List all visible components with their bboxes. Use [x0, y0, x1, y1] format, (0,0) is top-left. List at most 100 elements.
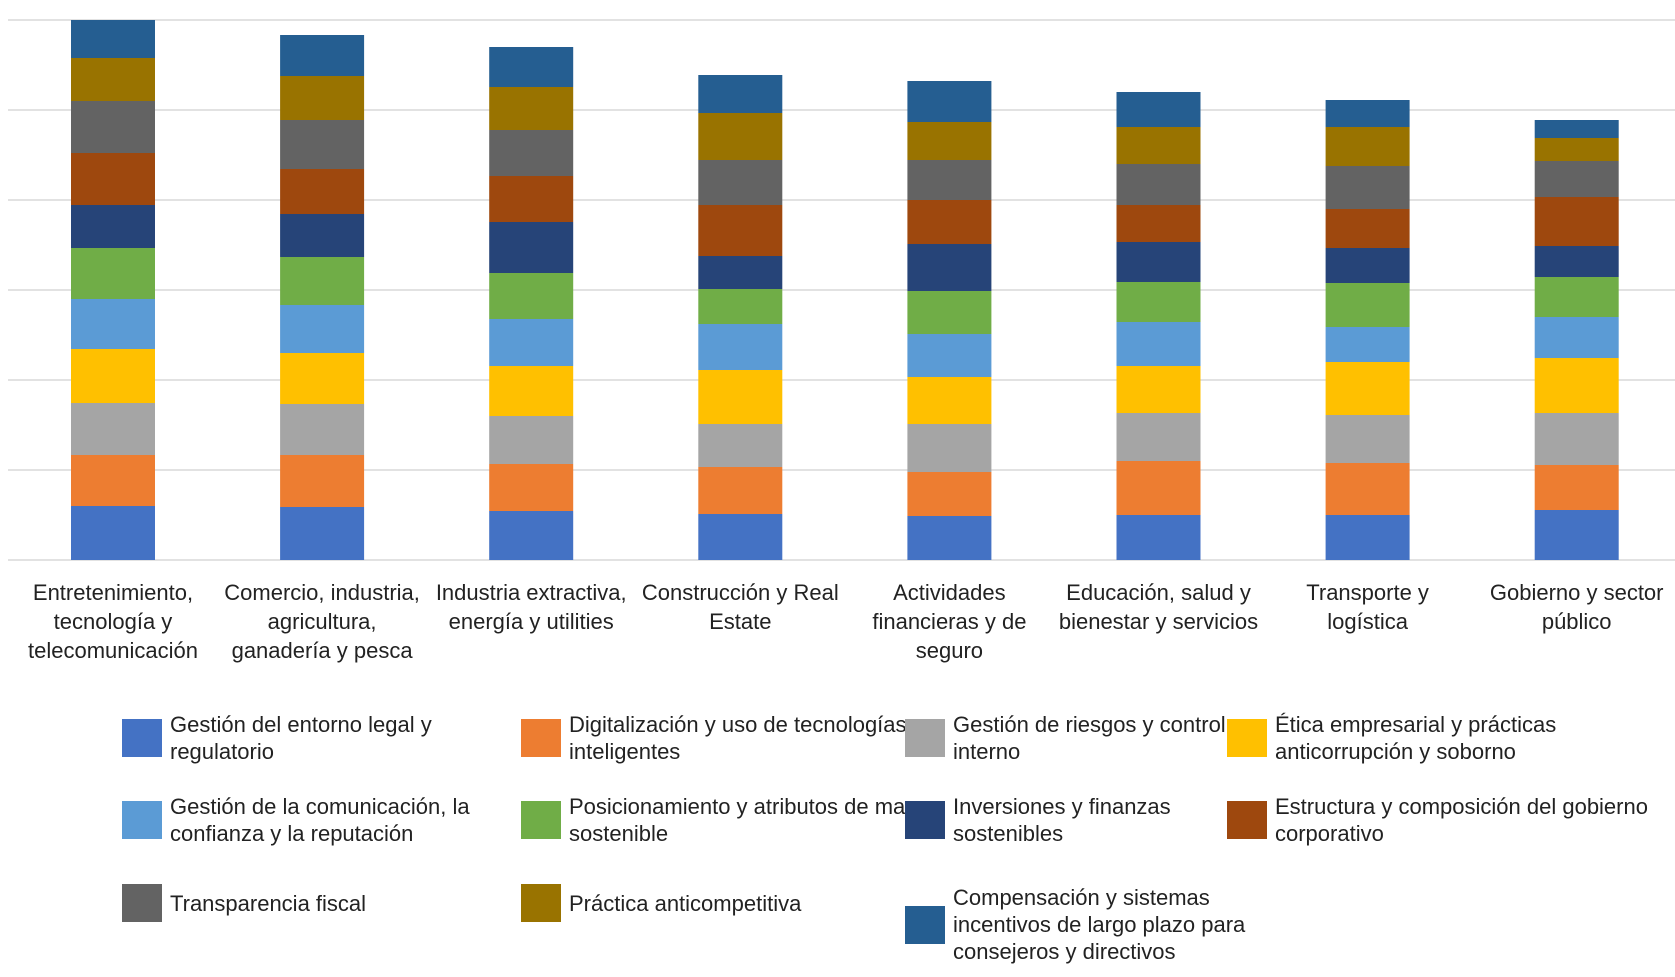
- bar-segment-cat6-series5: [1325, 283, 1410, 327]
- bar-segment-cat4-series9: [907, 122, 992, 160]
- bar-segment-cat0-series8: [71, 101, 155, 153]
- bar-stacks: [71, 20, 1619, 560]
- bar-segment-cat6-series2: [1325, 415, 1410, 463]
- bar-segment-cat1-series9: [280, 76, 365, 120]
- legend-swatch-0: [122, 719, 162, 757]
- bar-segment-cat0-series2: [71, 403, 155, 455]
- legend-item-4: Gestión de la comunicación, la confianza…: [122, 793, 530, 847]
- legend-swatch-6: [905, 801, 945, 839]
- bar-segment-cat5-series7: [1116, 205, 1201, 242]
- bar-segment-cat4-series8: [907, 160, 992, 200]
- bar-segment-cat6-series3: [1325, 362, 1410, 415]
- bar-segment-cat7-series5: [1534, 277, 1619, 317]
- bar-segment-cat5-series2: [1116, 413, 1201, 461]
- legend-item-5: Posicionamiento y atributos de marca sos…: [521, 793, 939, 847]
- bar-segment-cat6-series1: [1325, 463, 1410, 515]
- bar-segment-cat5-series5: [1116, 282, 1201, 322]
- bar-segment-cat6-series9: [1325, 127, 1410, 166]
- bar-segment-cat7-series0: [1534, 510, 1619, 560]
- bar-segment-cat7-series9: [1534, 138, 1619, 161]
- bar-segment-cat2-series1: [489, 464, 574, 511]
- bar-segment-cat6-series6: [1325, 248, 1410, 283]
- bar-segment-cat5-series8: [1116, 164, 1201, 205]
- legend-item-6: Inversiones y finanzas sostenibles: [905, 793, 1253, 847]
- bar-segment-cat0-series3: [71, 349, 155, 403]
- legend-label-6: Inversiones y finanzas sostenibles: [953, 794, 1171, 846]
- bar-segment-cat7-series6: [1534, 246, 1619, 277]
- legend-item-2: Gestión de riesgos y control interno: [905, 711, 1253, 765]
- bar-segment-cat7-series4: [1534, 317, 1619, 358]
- x-tick-label-1: Comercio, industria, agricultura, ganade…: [224, 580, 420, 663]
- bar-segment-cat0-series1: [71, 455, 155, 506]
- bar-segment-cat5-series4: [1116, 322, 1201, 366]
- bar-segment-cat3-series2: [698, 424, 783, 467]
- bar-segment-cat2-series3: [489, 366, 574, 416]
- legend-item-3: Ética empresarial y prácticas anticorrup…: [1227, 711, 1675, 765]
- bar-segment-cat6-series0: [1325, 515, 1410, 560]
- bar-segment-cat3-series3: [698, 370, 783, 424]
- x-tick-label-2: Industria extractiva, energía y utilitie…: [435, 580, 627, 634]
- legend-item-9: Práctica anticompetitiva: [521, 884, 939, 922]
- bar-segment-cat6-series7: [1325, 209, 1410, 248]
- legend-label-1: Digitalización y uso de tecnologías inte…: [569, 712, 907, 764]
- bar-segment-cat2-series7: [489, 176, 574, 222]
- bar-segment-cat1-series4: [280, 305, 365, 353]
- bar-segment-cat1-series6: [280, 214, 365, 257]
- bar-segment-cat4-series6: [907, 244, 992, 291]
- bar-segment-cat7-series8: [1534, 161, 1619, 197]
- bar-segment-cat4-series1: [907, 472, 992, 516]
- bar-segment-cat2-series10: [489, 47, 574, 87]
- legend-swatch-3: [1227, 719, 1267, 757]
- bar-segment-cat5-series1: [1116, 461, 1201, 515]
- bar-segment-cat3-series8: [698, 160, 783, 205]
- bar-segment-cat2-series9: [489, 87, 574, 130]
- x-tick-label-5: Educación, salud y bienestar y servicios: [1058, 580, 1259, 634]
- x-tick-label-7: Gobierno y sector público: [1489, 580, 1664, 634]
- bar-segment-cat0-series0: [71, 506, 155, 560]
- bar-segment-cat2-series2: [489, 416, 574, 464]
- bar-segment-cat3-series7: [698, 205, 783, 256]
- legend-label-9: Práctica anticompetitiva: [569, 890, 802, 916]
- bar-segment-cat4-series4: [907, 334, 992, 377]
- bar-segment-cat0-series7: [71, 153, 155, 205]
- legend-label-3: Ética empresarial y prácticas anticorrup…: [1275, 712, 1557, 764]
- bar-segment-cat5-series9: [1116, 127, 1201, 164]
- legend-item-1: Digitalización y uso de tecnologías inte…: [521, 711, 939, 765]
- bar-segment-cat7-series3: [1534, 358, 1619, 413]
- bar-segment-cat2-series6: [489, 222, 574, 273]
- legend-label-5: Posicionamiento y atributos de marca sos…: [569, 794, 936, 846]
- bar-segment-cat5-series10: [1116, 92, 1201, 127]
- bar-segment-cat3-series1: [698, 467, 783, 514]
- legend-label-10: Compensación y sistemas incentivos de la…: [953, 885, 1246, 964]
- legend-item-0: Gestión del entorno legal y regulatorio: [122, 711, 530, 765]
- legend-label-8: Transparencia fiscal: [170, 890, 367, 916]
- bar-segment-cat1-series10: [280, 35, 365, 76]
- legend-swatch-8: [122, 884, 162, 922]
- bar-segment-cat0-series10: [71, 20, 155, 58]
- bar-segment-cat3-series5: [698, 289, 783, 324]
- bar-segment-cat1-series7: [280, 169, 365, 214]
- bar-segment-cat4-series10: [907, 81, 992, 122]
- bar-segment-cat3-series9: [698, 113, 783, 160]
- bar-segment-cat1-series2: [280, 404, 365, 455]
- bar-segment-cat5-series3: [1116, 366, 1201, 413]
- bar-segment-cat4-series2: [907, 424, 992, 472]
- bar-segment-cat3-series6: [698, 256, 783, 289]
- bar-segment-cat3-series0: [698, 514, 783, 560]
- bar-segment-cat3-series10: [698, 75, 783, 113]
- bar-segment-cat2-series5: [489, 273, 574, 319]
- bar-segment-cat7-series2: [1534, 413, 1619, 465]
- legend-label-4: Gestión de la comunicación, la confianza…: [170, 794, 470, 846]
- bar-segment-cat7-series1: [1534, 465, 1619, 510]
- bar-segment-cat7-series10: [1534, 120, 1619, 138]
- bar-segment-cat4-series5: [907, 291, 992, 334]
- legend-swatch-4: [122, 801, 162, 839]
- bar-segment-cat6-series4: [1325, 327, 1410, 362]
- legend-swatch-5: [521, 801, 561, 839]
- bar-segment-cat5-series6: [1116, 242, 1201, 282]
- bar-segment-cat6-series8: [1325, 166, 1410, 209]
- bar-segment-cat1-series3: [280, 353, 365, 404]
- legend-label-2: Gestión de riesgos y control interno: [953, 712, 1226, 764]
- x-tick-label-4: Actividades financieras y de seguro: [872, 580, 1027, 663]
- bar-segment-cat2-series8: [489, 130, 574, 176]
